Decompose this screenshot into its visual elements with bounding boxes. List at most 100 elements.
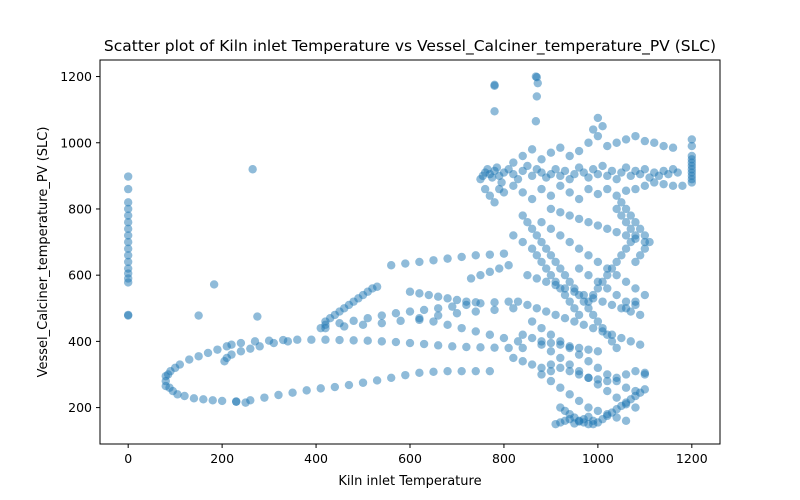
scatter-point (457, 366, 466, 376)
scatter-point (621, 277, 631, 286)
scatter-point (546, 251, 556, 260)
scatter-point (429, 367, 438, 377)
scatter-point (401, 259, 410, 268)
scatter-point (480, 184, 490, 194)
scatter-point (603, 270, 612, 280)
scatter-point (321, 335, 330, 344)
scatter-point (415, 257, 424, 267)
scatter-point (194, 311, 203, 320)
scatter-point (593, 221, 603, 230)
scatter-point (621, 370, 631, 379)
scatter-point (603, 370, 612, 379)
scatter-point (537, 218, 546, 227)
scatter-point (565, 151, 574, 161)
scatter-point (588, 310, 598, 320)
scatter-point (372, 376, 382, 385)
scatter-point (579, 320, 588, 330)
scatter-point (542, 264, 551, 273)
scatter-point (255, 342, 264, 351)
scatter-point (574, 264, 584, 273)
scatter-point (560, 314, 570, 323)
scatter-point (532, 251, 542, 260)
scatter-point (363, 314, 372, 323)
scatter-point (471, 298, 480, 307)
scatter-point (443, 320, 452, 330)
scatter-point (565, 297, 574, 306)
scatter-point (227, 340, 236, 349)
scatter-point (570, 170, 579, 179)
scatter-point (349, 336, 358, 345)
scatter-point (518, 188, 527, 197)
scatter-point (593, 375, 603, 384)
scatter-point (640, 290, 650, 300)
scatter-point (531, 117, 541, 126)
scatter-point (372, 282, 382, 291)
scatter-point (574, 310, 584, 320)
scatter-point (175, 360, 185, 369)
scatter-point (185, 355, 194, 364)
scatter-point (194, 352, 203, 361)
scatter-point (532, 304, 542, 313)
scatter-point (631, 284, 640, 293)
scatter-point (635, 224, 645, 234)
scatter-point (621, 297, 631, 306)
scatter-point (673, 168, 682, 177)
scatter-point (487, 173, 497, 182)
scatter-point (173, 390, 182, 399)
scatter-point (391, 337, 401, 347)
y-axis-label: Vessel_Calciner_temperature_PV (SLC) (36, 127, 51, 378)
scatter-point (640, 385, 650, 394)
scatter-point (236, 347, 246, 356)
scatter-point (631, 257, 640, 267)
scatter-point (560, 270, 570, 280)
scatter-point (598, 327, 607, 336)
chart-title: Scatter plot of Kiln inlet Temperature v… (104, 37, 716, 56)
scatter-point (574, 396, 584, 406)
scatter-point (358, 320, 368, 330)
scatter-point (123, 237, 133, 247)
scatter-point (546, 338, 556, 348)
scatter-point (509, 304, 518, 313)
scatter-point (631, 131, 640, 141)
scatter-point (471, 251, 480, 260)
scatter-point (208, 396, 217, 405)
scatter-point (269, 338, 278, 348)
scatter-point (668, 143, 678, 152)
scatter-point (546, 360, 556, 369)
scatter-point (527, 194, 537, 204)
scatter-point (476, 343, 485, 352)
scatter-point (490, 198, 499, 207)
scatter-point (659, 141, 668, 151)
scatter-point (612, 204, 621, 214)
scatter-point (537, 337, 546, 346)
scatter-point (415, 289, 424, 298)
y-tick-label: 800 (68, 201, 92, 216)
scatter-point (471, 327, 480, 336)
scatter-point (542, 307, 551, 316)
scatter-point (612, 191, 621, 200)
scatter-point (574, 214, 584, 224)
scatter-point (490, 80, 499, 90)
scatter-point (631, 300, 640, 310)
scatter-point (593, 347, 603, 356)
scatter-point (433, 311, 443, 320)
scatter-point (443, 254, 452, 263)
scatter-point (490, 107, 499, 116)
scatter-point (253, 312, 262, 321)
scatter-point (232, 397, 241, 406)
scatter-point (565, 342, 574, 351)
scatter-point (415, 368, 424, 378)
x-tick-label: 800 (492, 451, 516, 466)
scatter-point (565, 390, 574, 399)
x-tick-label: 200 (210, 451, 234, 466)
scatter-point (123, 172, 133, 181)
scatter-point (302, 386, 311, 395)
scatter-point (574, 244, 584, 253)
scatter-point (471, 307, 480, 316)
scatter-point (546, 366, 556, 376)
scatter-point (248, 165, 257, 174)
scatter-point (490, 343, 499, 352)
scatter-point (537, 155, 546, 164)
scatter-point (448, 342, 457, 351)
scatter-point (584, 304, 593, 313)
